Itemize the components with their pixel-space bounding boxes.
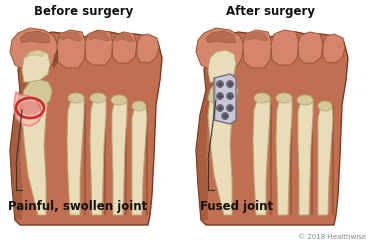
Polygon shape bbox=[84, 105, 86, 215]
Polygon shape bbox=[22, 50, 50, 82]
Polygon shape bbox=[214, 78, 216, 120]
Ellipse shape bbox=[132, 101, 146, 111]
Polygon shape bbox=[10, 32, 162, 225]
Ellipse shape bbox=[276, 93, 292, 103]
Polygon shape bbox=[112, 97, 127, 215]
Polygon shape bbox=[196, 50, 216, 220]
Ellipse shape bbox=[19, 101, 41, 115]
Polygon shape bbox=[146, 105, 148, 215]
Polygon shape bbox=[271, 30, 299, 65]
Polygon shape bbox=[243, 30, 272, 68]
Ellipse shape bbox=[90, 93, 106, 103]
Polygon shape bbox=[323, 34, 345, 63]
Polygon shape bbox=[276, 95, 292, 215]
Text: Painful, swollen joint: Painful, swollen joint bbox=[8, 200, 147, 213]
Polygon shape bbox=[112, 32, 137, 63]
Polygon shape bbox=[10, 28, 58, 72]
Polygon shape bbox=[332, 105, 334, 215]
Ellipse shape bbox=[111, 95, 127, 105]
Ellipse shape bbox=[216, 92, 223, 100]
Text: Before surgery: Before surgery bbox=[34, 5, 134, 18]
Polygon shape bbox=[14, 92, 42, 126]
Polygon shape bbox=[246, 32, 268, 41]
Polygon shape bbox=[137, 34, 159, 63]
Ellipse shape bbox=[216, 104, 223, 112]
Polygon shape bbox=[196, 28, 244, 72]
Polygon shape bbox=[22, 80, 52, 106]
Ellipse shape bbox=[226, 92, 234, 100]
Polygon shape bbox=[115, 33, 134, 42]
Polygon shape bbox=[26, 50, 44, 58]
Ellipse shape bbox=[226, 104, 234, 112]
Polygon shape bbox=[60, 32, 82, 41]
Ellipse shape bbox=[68, 93, 84, 103]
Polygon shape bbox=[311, 105, 313, 215]
Text: © 2018 Healthwise: © 2018 Healthwise bbox=[298, 234, 366, 240]
Polygon shape bbox=[20, 31, 50, 43]
Ellipse shape bbox=[297, 95, 313, 105]
Ellipse shape bbox=[318, 101, 332, 111]
Polygon shape bbox=[132, 103, 147, 215]
Polygon shape bbox=[208, 80, 238, 106]
Polygon shape bbox=[90, 95, 106, 215]
Polygon shape bbox=[290, 105, 292, 215]
Ellipse shape bbox=[222, 113, 229, 120]
Polygon shape bbox=[52, 48, 58, 68]
Polygon shape bbox=[22, 86, 48, 215]
Polygon shape bbox=[253, 95, 270, 215]
Polygon shape bbox=[85, 30, 113, 65]
Polygon shape bbox=[88, 31, 110, 41]
Ellipse shape bbox=[216, 80, 223, 88]
Ellipse shape bbox=[254, 93, 270, 103]
Polygon shape bbox=[208, 50, 236, 82]
Polygon shape bbox=[298, 32, 323, 63]
Polygon shape bbox=[214, 74, 236, 124]
Text: Fused joint: Fused joint bbox=[200, 200, 273, 213]
Polygon shape bbox=[196, 32, 348, 225]
Polygon shape bbox=[10, 50, 30, 220]
Polygon shape bbox=[270, 105, 272, 215]
Polygon shape bbox=[318, 103, 333, 215]
Polygon shape bbox=[57, 30, 86, 68]
Polygon shape bbox=[208, 86, 234, 215]
Polygon shape bbox=[125, 105, 127, 215]
Ellipse shape bbox=[226, 80, 234, 88]
Polygon shape bbox=[104, 105, 106, 215]
Polygon shape bbox=[206, 31, 236, 43]
Text: After surgery: After surgery bbox=[226, 5, 315, 18]
Polygon shape bbox=[298, 97, 313, 215]
Polygon shape bbox=[67, 95, 84, 215]
